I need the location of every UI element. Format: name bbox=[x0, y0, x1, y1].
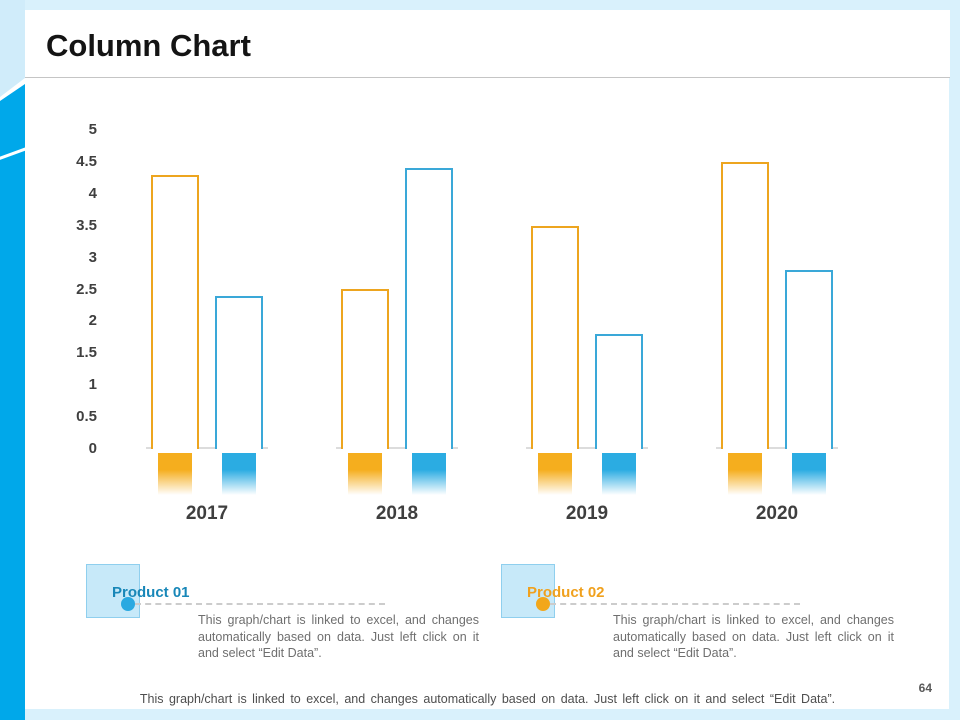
bar-product-01-2017[interactable] bbox=[215, 296, 263, 449]
y-axis-tick-label: 3 bbox=[88, 248, 97, 266]
bar-product-01-2018[interactable] bbox=[405, 168, 453, 449]
baseline-segment bbox=[526, 447, 648, 449]
legend-block-product-01[interactable]: Product 01 This graph/chart is linked to … bbox=[86, 564, 486, 674]
bottom-border-band bbox=[24, 709, 960, 720]
bar-base-gradient bbox=[538, 453, 572, 495]
y-axis-tick-label: 2 bbox=[88, 312, 97, 330]
x-axis-category-label: 2017 bbox=[185, 503, 229, 524]
top-border-band bbox=[0, 0, 960, 10]
legend-dashed-line bbox=[135, 603, 385, 605]
y-axis-tick-label: 1.5 bbox=[76, 344, 97, 362]
bar-product-01-2020[interactable] bbox=[785, 270, 833, 449]
bar-base-gradient bbox=[728, 453, 762, 495]
bar-product-02-2018[interactable] bbox=[341, 289, 389, 449]
left-stripe-decoration bbox=[0, 84, 25, 720]
title-bar: Column Chart bbox=[25, 10, 950, 78]
page-number: 64 bbox=[918, 681, 932, 695]
baseline-segment bbox=[716, 447, 838, 449]
y-axis-tick-label: 5 bbox=[88, 121, 97, 138]
baseline-segment bbox=[146, 447, 268, 449]
bar-product-01-2019[interactable] bbox=[595, 334, 643, 449]
footer-note: This graph/chart is linked to excel, and… bbox=[139, 692, 836, 706]
y-axis-tick-label: 4.5 bbox=[76, 152, 97, 170]
legend-block-product-02[interactable]: Product 02 This graph/chart is linked to … bbox=[501, 564, 901, 674]
y-axis-tick-label: 2.5 bbox=[76, 280, 97, 298]
legend-dashed-line bbox=[550, 603, 800, 605]
x-axis-category-label: 2019 bbox=[565, 503, 609, 524]
bar-product-02-2020[interactable] bbox=[721, 162, 769, 449]
y-axis-tick-label: 0.5 bbox=[76, 408, 97, 426]
x-axis-category-label: 2018 bbox=[375, 503, 419, 524]
y-axis-tick-label: 4 bbox=[88, 184, 97, 202]
legend-dot bbox=[121, 597, 135, 611]
y-axis-tick-label: 3.5 bbox=[76, 216, 97, 234]
right-border-band bbox=[949, 0, 960, 720]
legend-description: This graph/chart is linked to excel, and… bbox=[613, 613, 894, 660]
bar-base-gradient bbox=[412, 453, 446, 495]
bar-base-gradient bbox=[158, 453, 192, 495]
legend-label: Product 02 bbox=[527, 584, 605, 601]
bar-product-02-2019[interactable] bbox=[531, 226, 579, 449]
y-axis-tick-label: 1 bbox=[88, 376, 97, 394]
bar-base-gradient bbox=[792, 453, 826, 495]
bar-base-gradient bbox=[222, 453, 256, 495]
legend-label: Product 01 bbox=[112, 584, 190, 601]
x-axis-category-label: 2020 bbox=[755, 503, 799, 524]
baseline-segment bbox=[336, 447, 458, 449]
stripe-accent-line bbox=[0, 146, 25, 161]
legend-description: This graph/chart is linked to excel, and… bbox=[198, 613, 479, 660]
bar-base-gradient bbox=[602, 453, 636, 495]
corner-decoration bbox=[0, 0, 25, 97]
y-axis-tick-label: 0 bbox=[88, 440, 97, 457]
bar-base-gradient bbox=[348, 453, 382, 495]
legend-dot bbox=[536, 597, 550, 611]
bar-product-02-2017[interactable] bbox=[151, 175, 199, 449]
page-title: Column Chart bbox=[46, 28, 251, 63]
